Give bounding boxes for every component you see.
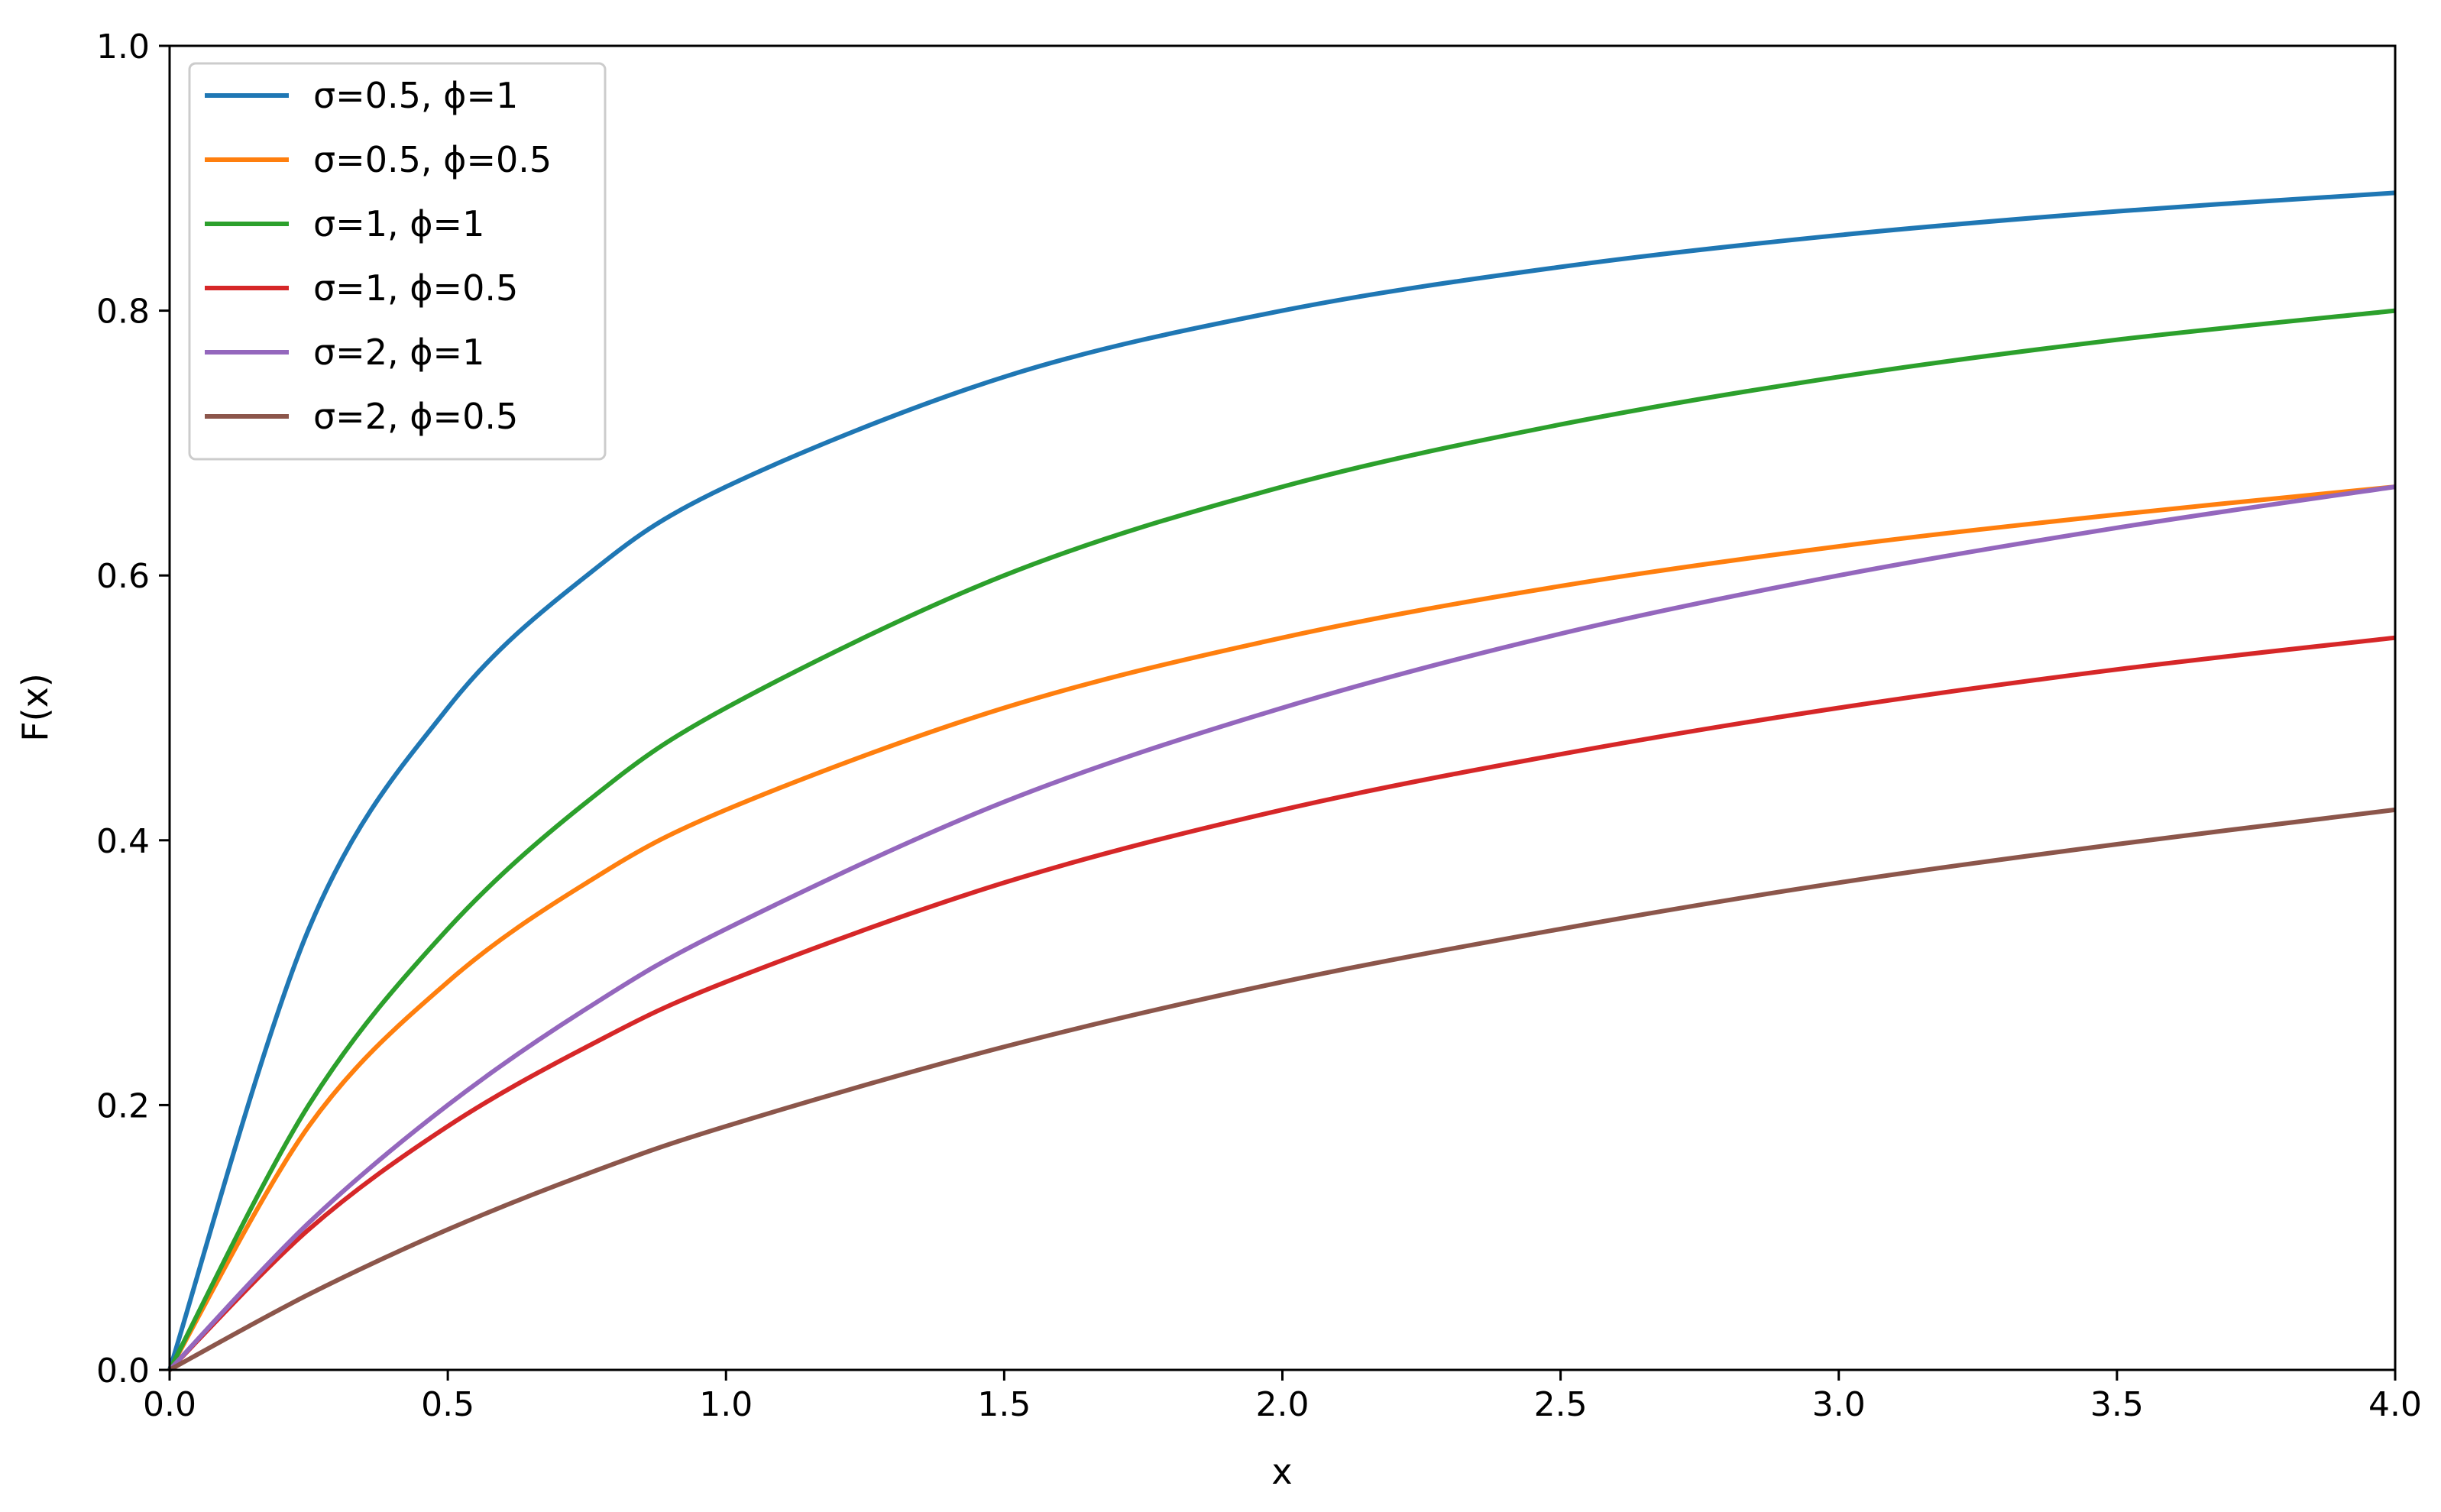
x-axis-ticks: 0.0 0.5 1.0 1.5 2.0 2.5 3.0 3.5 4.0 [143,1370,2422,1424]
y-tick-label: 0.8 [96,293,150,332]
x-tick-label: 4.0 [2368,1385,2422,1424]
series-line-2 [167,484,2396,1371]
legend-box [188,62,607,461]
y-axis-ticks: 0.0 0.2 0.4 0.6 0.8 1.0 [96,28,170,1391]
x-tick-label: 3.5 [2090,1385,2144,1424]
y-tick-label: 0.4 [96,822,150,861]
y-tick-label: 0.0 [96,1352,150,1391]
x-tick-label: 2.0 [1256,1385,1310,1424]
x-tick-label: 0.5 [421,1385,474,1424]
legend-label: σ=2, ϕ=0.5 [313,396,518,437]
series-line-6 [168,807,2396,1372]
series-line-4 [167,635,2396,1372]
series-line-3 [167,308,2396,1371]
x-tick-label: 3.0 [1812,1385,1866,1424]
x-tick-label: 0.0 [143,1385,196,1424]
series-line-5 [167,484,2396,1372]
y-tick-label: 1.0 [96,28,150,66]
x-tick-label: 1.5 [977,1385,1031,1424]
x-tick-label: 2.5 [1534,1385,1588,1424]
y-tick-label: 0.6 [96,557,150,596]
legend-label: σ=0.5, ϕ=0.5 [313,139,552,180]
legend: σ=0.5, ϕ=1 σ=0.5, ϕ=0.5 σ=1, ϕ=1 σ=1, ϕ=0.5… [188,62,607,461]
legend-label: σ=2, ϕ=1 [313,332,484,373]
y-axis-label: F(x) [15,673,56,742]
y-tick-label: 0.2 [96,1086,150,1125]
legend-label: σ=1, ϕ=0.5 [313,267,518,309]
x-tick-label: 1.0 [699,1385,753,1424]
x-axis-label: x [1271,1451,1292,1492]
series-line-1 [167,190,2396,1371]
legend-label: σ=0.5, ϕ=1 [313,75,518,116]
series-lines [167,190,2396,1372]
legend-label: σ=1, ϕ=1 [313,203,484,244]
